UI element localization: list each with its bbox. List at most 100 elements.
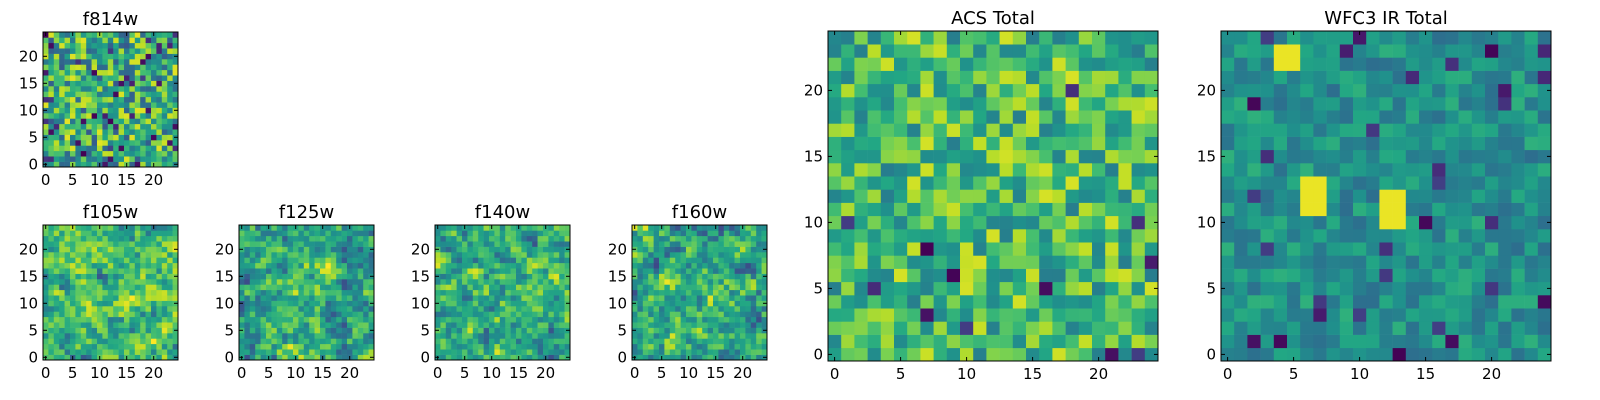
heatmap-cell (894, 308, 908, 322)
heatmap-cell (907, 97, 921, 111)
heatmap-cell (483, 333, 490, 339)
heatmap-cell (1012, 202, 1027, 217)
heatmap-cell (320, 235, 326, 242)
heatmap-cell (70, 145, 76, 152)
heatmap-cell (97, 241, 103, 247)
heatmap-cell (118, 140, 125, 146)
heatmap-cell (841, 242, 855, 256)
heatmap-cell (559, 241, 565, 247)
heatmap-cell (118, 257, 125, 264)
heatmap-cell (357, 306, 364, 312)
heatmap-cell (293, 322, 299, 328)
heatmap-cell (341, 354, 348, 361)
heatmap-cell (686, 262, 692, 269)
heatmap-cell (86, 156, 92, 162)
heatmap-cell (161, 273, 168, 280)
heatmap-cell (341, 333, 348, 339)
heatmap-cell (59, 316, 65, 323)
heatmap-cell (1458, 83, 1473, 98)
heatmap-cell (675, 300, 681, 307)
heatmap-cell (167, 262, 173, 269)
y-tick-label: 20 (215, 240, 234, 258)
heatmap-cell (341, 327, 348, 334)
heatmap-cell (124, 69, 130, 76)
heatmap-cell (718, 235, 725, 242)
heatmap-cell (702, 241, 708, 247)
heatmap-cell (352, 257, 359, 264)
heatmap-cell (510, 338, 517, 345)
heatmap-cell (1131, 97, 1146, 111)
heatmap-cell (723, 338, 730, 345)
heatmap-cell (260, 306, 267, 312)
heatmap-cell (151, 311, 157, 318)
heatmap-cell (80, 53, 87, 60)
heatmap-cell (48, 48, 55, 54)
heatmap-cell (472, 338, 479, 345)
heatmap-cell (276, 333, 283, 339)
heatmap-cell (48, 32, 55, 38)
heatmap-cell (1392, 44, 1407, 58)
heatmap-cell (1511, 308, 1525, 322)
heatmap-cell (946, 229, 961, 243)
heatmap-cell (161, 134, 168, 141)
heatmap-cell (548, 284, 555, 291)
heatmap-cell (167, 123, 173, 130)
heatmap-cell (59, 327, 65, 334)
heatmap-cell (505, 262, 511, 269)
heatmap-cell (1260, 295, 1275, 309)
heatmap-cell (723, 241, 730, 247)
heatmap-cell (320, 300, 326, 307)
heatmap-cell (1092, 110, 1106, 124)
heatmap-cell (734, 311, 741, 318)
heatmap-cell (118, 113, 125, 119)
heatmap-cell (1273, 242, 1288, 256)
heatmap-cell (669, 241, 676, 247)
heatmap-cell (1326, 281, 1341, 296)
heatmap-cell (707, 349, 714, 355)
heatmap-cell (1537, 295, 1552, 309)
heatmap-cell (1353, 44, 1367, 58)
heatmap-cell (505, 257, 511, 264)
heatmap-cell (167, 343, 173, 350)
heatmap-cell (648, 354, 654, 361)
heatmap-cell (1419, 123, 1433, 137)
heatmap-cell (686, 322, 692, 328)
heatmap-cell (478, 322, 484, 328)
heatmap-cell (309, 311, 315, 318)
x-tick-label: 0 (237, 364, 247, 382)
heatmap-cell (1537, 215, 1552, 230)
heatmap-cell (653, 316, 660, 323)
heatmap-cell (729, 327, 735, 334)
heatmap-cell (75, 75, 82, 81)
heatmap-cell (543, 289, 549, 296)
heatmap-cell (239, 230, 245, 237)
heatmap-cell (973, 44, 987, 58)
heatmap-cell (648, 246, 654, 253)
heatmap-cell (675, 322, 681, 328)
heatmap-cell (653, 241, 660, 247)
heatmap-cell (456, 225, 463, 231)
heatmap-cell (91, 333, 98, 339)
heatmap-cell (314, 235, 321, 242)
heatmap-cell (729, 300, 735, 307)
heatmap-cell (336, 327, 342, 334)
heatmap-cell (999, 57, 1014, 71)
heatmap-cell (107, 343, 114, 350)
heatmap-cell (841, 149, 855, 164)
heatmap-cell (1511, 149, 1525, 164)
heatmap-cell (986, 321, 1000, 335)
heatmap-cell (298, 354, 305, 361)
heatmap-cell (456, 279, 463, 285)
heatmap-cell (548, 241, 555, 247)
heatmap-cell (1247, 70, 1261, 85)
heatmap-cell (713, 246, 719, 253)
heatmap-cell (1300, 44, 1314, 58)
heatmap-cell (314, 316, 321, 323)
heatmap-cell (282, 262, 288, 269)
heatmap-cell (53, 235, 60, 242)
heatmap-cell (1366, 31, 1380, 45)
heatmap-cell (543, 327, 549, 334)
heatmap-cell (145, 225, 152, 231)
heatmap-cell (648, 230, 654, 237)
heatmap-cell (729, 279, 735, 285)
